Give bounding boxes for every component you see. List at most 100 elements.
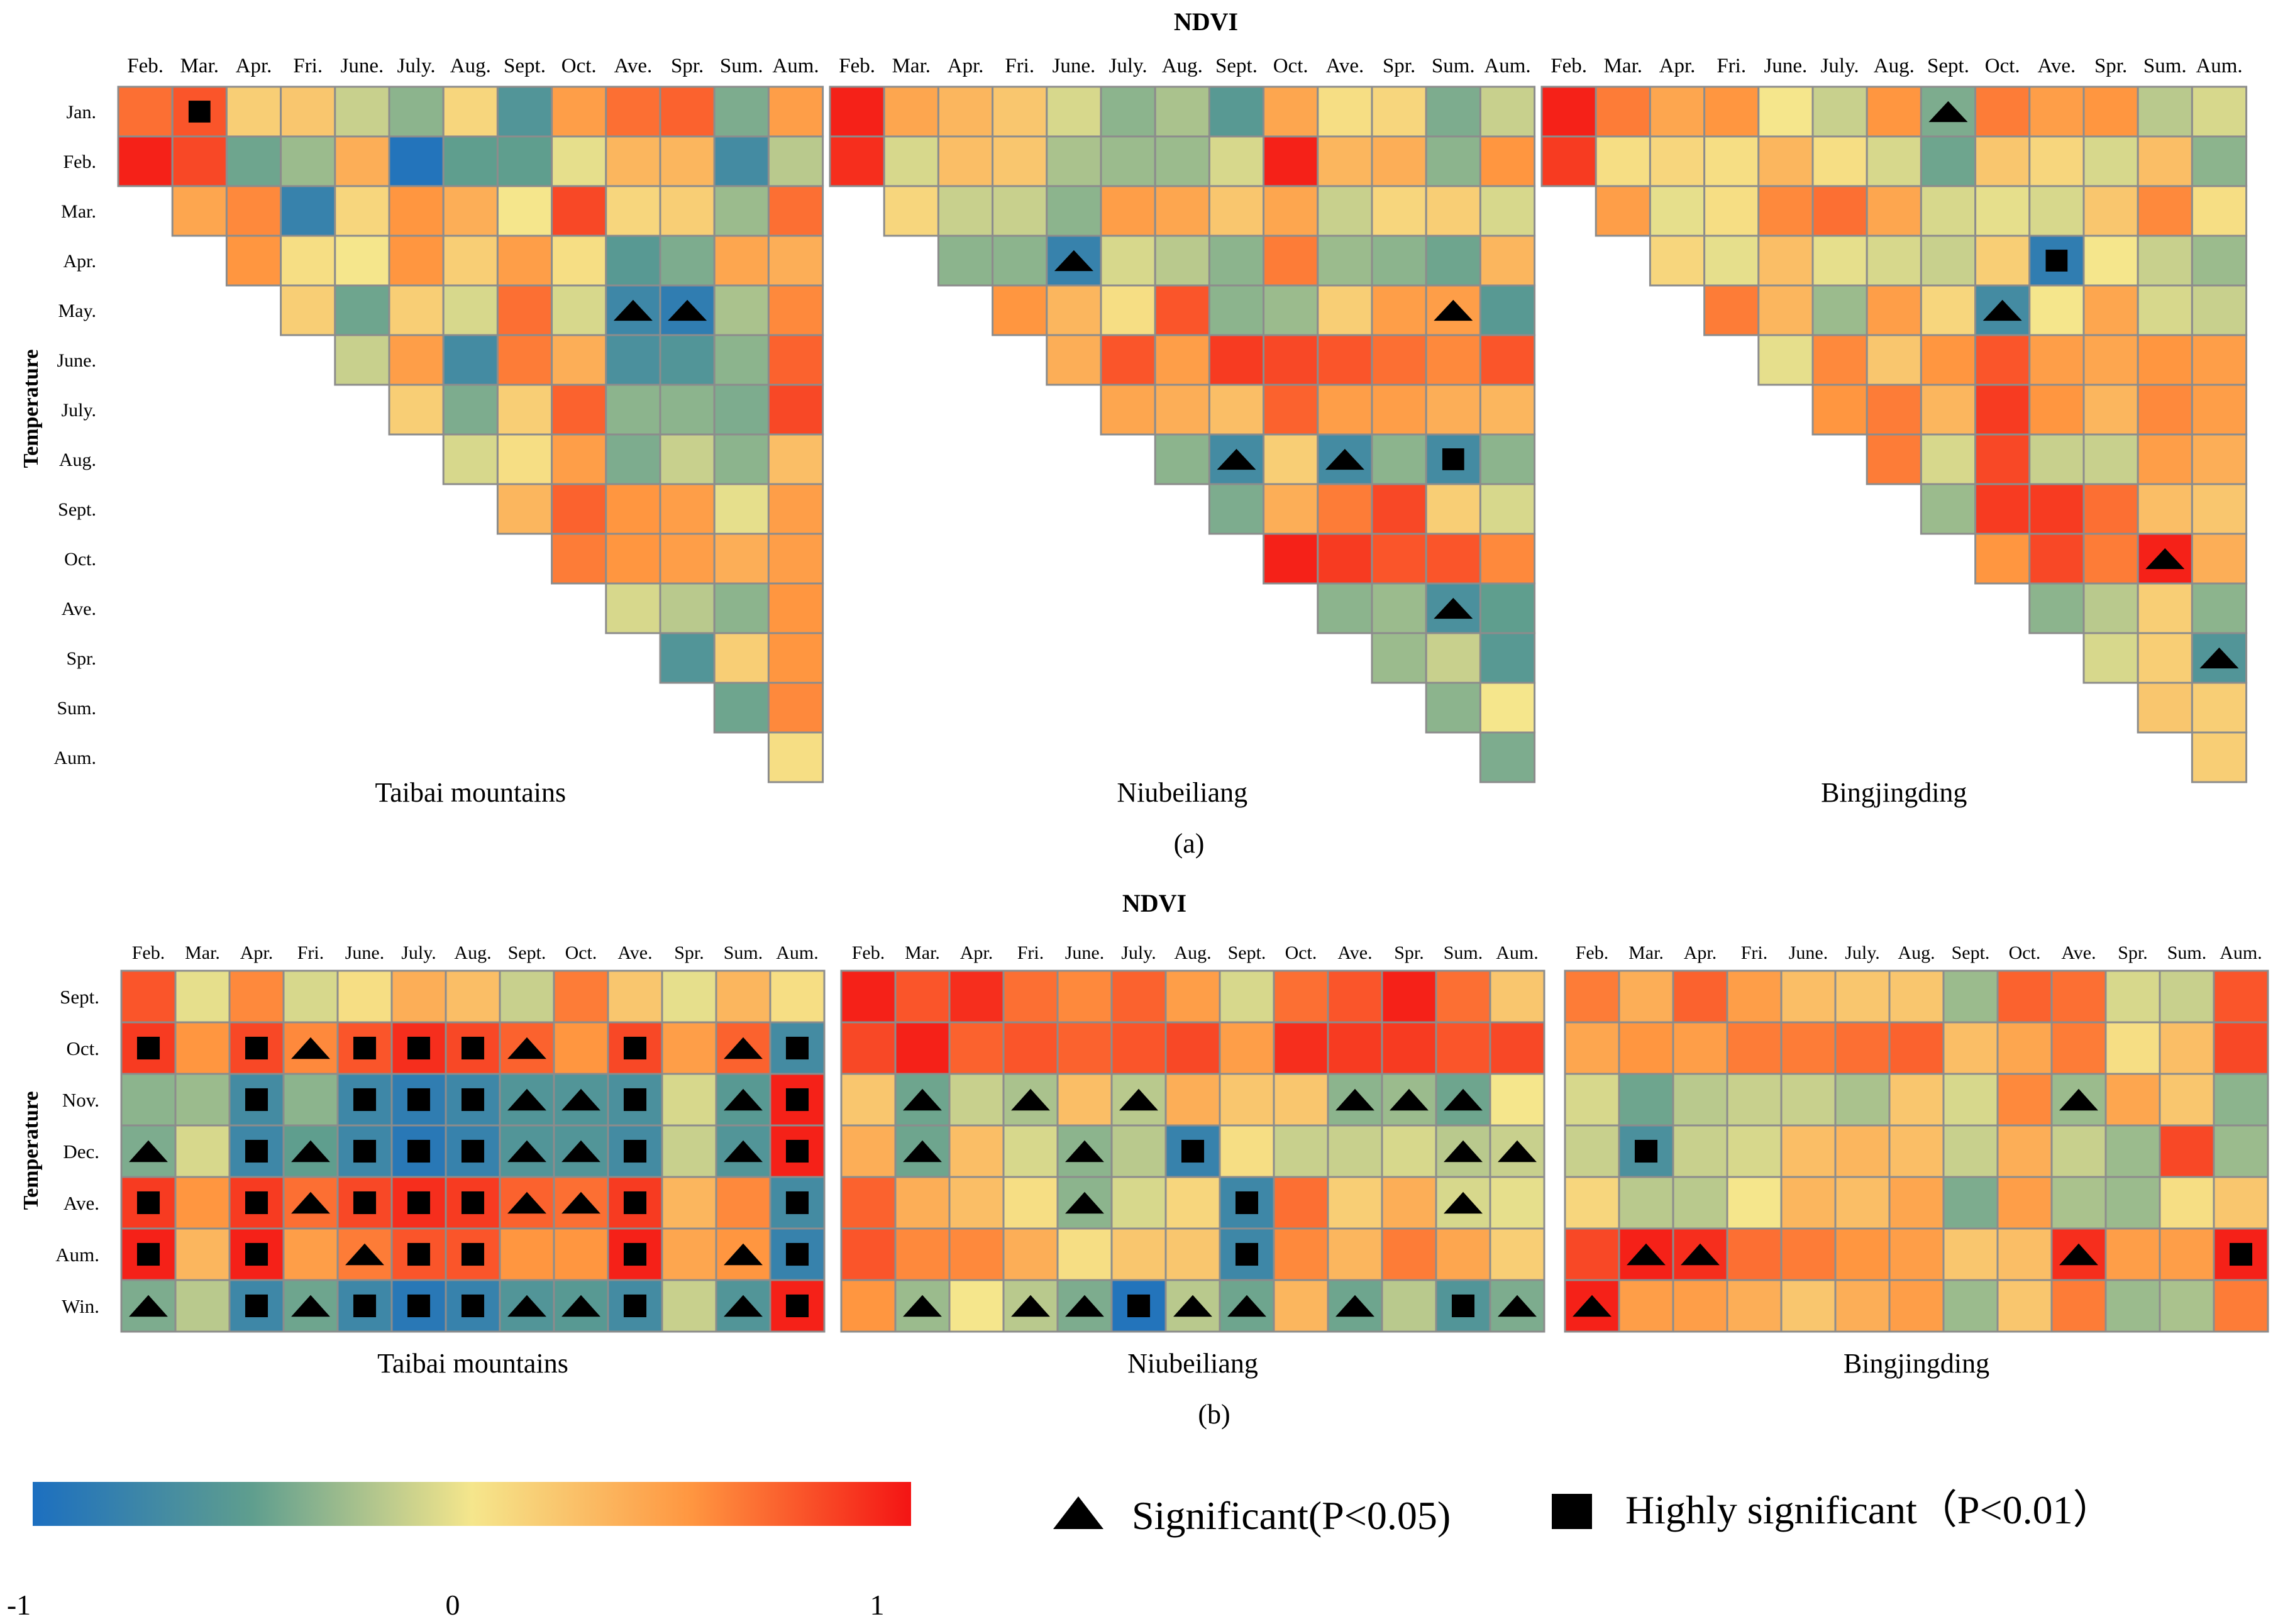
panel-a-site2-cell (2137, 86, 2193, 138)
panel-b-site2-cell (2213, 1279, 2269, 1333)
panel-b-site2-cell (1672, 1073, 1728, 1127)
panel-a-site2-cell (2191, 284, 2248, 336)
panel-a-site1-cell (1371, 86, 1427, 138)
panel-b-site1-cell (1164, 969, 1221, 1024)
panel-a-site0-cell (767, 284, 824, 336)
panel-a-site0-col-label: Fri. (293, 55, 323, 77)
panel-a-site2-cell (2191, 135, 2248, 187)
panel-a-site0-cell (442, 384, 499, 436)
panel-a-site1-col-label: Spr. (1383, 55, 1415, 77)
panel-b-site2-cell (1564, 969, 1620, 1024)
panel-b-site2-cell (2159, 969, 2215, 1024)
panel-b-site0-square-marker (461, 1139, 485, 1163)
panel-a-row-label: Jan. (67, 102, 97, 123)
panel-a-site0-cell (496, 384, 553, 436)
panel-a-site1-cell (883, 185, 939, 237)
panel-a-site0-cell (767, 235, 824, 287)
panel-a-site2-cell (1974, 334, 2031, 386)
panel-a-site0-col-label: Apr. (236, 55, 272, 77)
panel-b-site0-cell (174, 1073, 231, 1127)
panel-a-site2-cell (1703, 86, 1760, 138)
panel-a-site2-cell (1866, 284, 1922, 336)
panel-b-site1-cell (948, 969, 1005, 1024)
panel-b-site2-cell (1942, 1227, 1999, 1281)
panel-b-site2-cell (1726, 1227, 1783, 1281)
panel-b-site0-cell (553, 1227, 609, 1281)
panel-b-site0-square-marker (623, 1294, 647, 1318)
panel-b-site1-triangle-marker (1119, 1088, 1158, 1111)
panel-a-site2-cell (2028, 86, 2085, 138)
panel-a-site1-cell (1317, 483, 1373, 535)
panel-b-site1-col-label: Feb. (852, 942, 885, 963)
panel-b-site2-cell (1726, 1073, 1783, 1127)
panel-b-site1-cell (1435, 1021, 1491, 1075)
panel-b-site2-col-label: Feb. (1576, 942, 1609, 963)
panel-a-site2-cell (1811, 86, 1868, 138)
panel-b-site2-col-label: Ave. (2061, 942, 2096, 963)
panel-b-site0-cell (553, 1021, 609, 1075)
panel-a-site0-col-label: Aum. (772, 55, 819, 77)
panel-b-site1-cell (1327, 1176, 1383, 1230)
panel-a-site0-cell (767, 384, 824, 436)
colorbar-tick-zero: 0 (446, 1589, 460, 1621)
panel-b-site2-triangle-marker (1681, 1243, 1720, 1266)
panel-a-site2-col-label: Spr. (2094, 55, 2127, 77)
panel-a-site1-cell (1208, 235, 1265, 287)
panel-b-site0-cell (499, 1227, 555, 1281)
panel-a-site0-cell (767, 135, 824, 187)
panel-b-site1-square-marker (1127, 1294, 1151, 1318)
panel-a-row-label: Spr. (66, 648, 96, 669)
panel-b-site2-cell (1996, 1124, 2053, 1178)
panel-b-site2-cell (2159, 1073, 2215, 1127)
panel-a-row-label: Ave. (62, 599, 96, 619)
panel-b-site2-cell (2104, 1124, 2161, 1178)
panel-b-site0-cell (390, 969, 447, 1024)
panel-b-site1-cell (1056, 1073, 1113, 1127)
panel-a-site2-cell (2191, 682, 2248, 734)
panel-b-site0-cell (336, 1176, 393, 1230)
panel-b-site2-cell (1888, 1227, 1945, 1281)
panel-a-site1-cell (1263, 334, 1319, 386)
panel-a-site1-cell (1425, 384, 1481, 436)
panel-a-site2-cell (1920, 135, 1977, 187)
panel-a-site0-cell (496, 235, 553, 287)
panel-a-site0-col-label: Spr. (671, 55, 704, 77)
panel-a-site1-cell (1154, 86, 1210, 138)
panel-a-site2-cell (2191, 533, 2248, 585)
panel-a-site2-cell (1703, 235, 1760, 287)
panel-a-site2-cell (1649, 86, 1706, 138)
panel-b-site0-cell (661, 1021, 717, 1075)
panel-a-site2-cell (1703, 284, 1760, 336)
panel-a-site1-cell (1100, 384, 1156, 436)
panel-a-site2-triangle-marker (1928, 101, 1968, 123)
panel-b-site2-cell (2213, 1227, 2269, 1281)
panel-b-site2-cell (1726, 1124, 1783, 1178)
panel-b-site0-col-label: June. (345, 942, 385, 963)
panel-a-site0-cell (334, 334, 390, 386)
panel-b-site1-cell (1273, 1124, 1329, 1178)
panel-a-site0-cell (767, 185, 824, 237)
panel-a-site1-cell (1371, 384, 1427, 436)
panel-b-row-label: Aum. (55, 1244, 99, 1266)
panel-a-site2-cell (1811, 334, 1868, 386)
panel-a-site1-cell (1317, 135, 1373, 187)
panel-a-site0-cell (225, 235, 282, 287)
panel-b-site0-cell (661, 969, 717, 1024)
panel-a-site0-cell (442, 433, 499, 485)
panel-b-site1-cell (840, 1073, 897, 1127)
panel-b-site0-cell (174, 1176, 231, 1230)
panel-a-site2-cell (2028, 284, 2085, 336)
panel-a-site2-col-label: Oct. (1985, 55, 2020, 77)
panel-b-site2-cell (1834, 1227, 1891, 1281)
panel-b-site2-cell (1834, 1073, 1891, 1127)
panel-b-site1-cell (1489, 1073, 1545, 1127)
panel-b-site0-triangle-marker (724, 1140, 763, 1163)
panel-b-site2-triangle-marker (1573, 1295, 1612, 1317)
panel-b-site1-cell (948, 1176, 1005, 1230)
panel-a-site2-cell (2082, 185, 2139, 237)
panel-b-site0-square-marker (245, 1036, 268, 1060)
panel-a-site0-cell (605, 235, 661, 287)
panel-a-ndvi-label: NDVI (1174, 8, 1238, 36)
panel-a-site1-cell (1154, 433, 1210, 485)
panel-b-site2-col-label: Fri. (1741, 942, 1768, 963)
